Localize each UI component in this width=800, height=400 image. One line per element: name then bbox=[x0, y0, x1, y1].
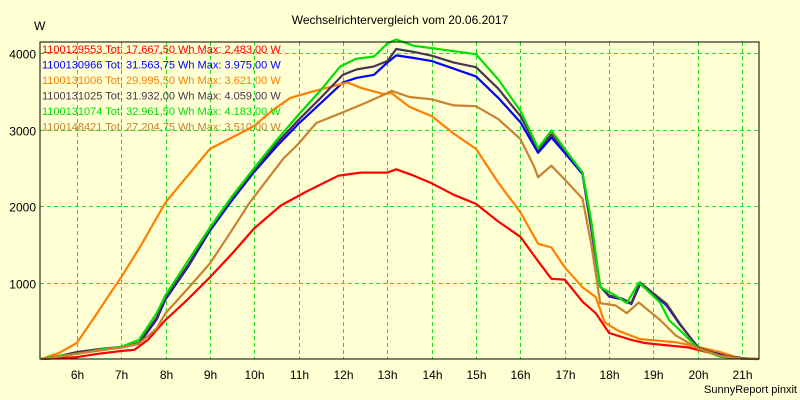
credit-label: SunnyReport pinxit bbox=[704, 384, 797, 396]
plot-frame bbox=[39, 41, 760, 360]
x-tick-label: 9h bbox=[204, 368, 217, 382]
x-axis-ticks: 6h 7h 8h 9h 10h 11h 12h 13h 14h 15h 16h 17h 18h 19h 20… bbox=[71, 368, 753, 382]
x-tick-label: 19h bbox=[643, 368, 663, 382]
y-tick-label: 1000 bbox=[9, 278, 36, 292]
x-tick-label: 13h bbox=[377, 368, 397, 382]
y-axis-ticks: 1000 2000 3000 4000 bbox=[9, 48, 36, 292]
x-tick-label: 11h bbox=[290, 368, 309, 382]
y-axis-unit-label: W bbox=[34, 19, 46, 33]
x-tick-label: 20h bbox=[688, 368, 708, 382]
series-line-1100131074 bbox=[41, 38, 756, 361]
series-line-1100148421 bbox=[41, 89, 760, 361]
series-line-1100131006 bbox=[40, 81, 743, 361]
series-lines bbox=[40, 38, 760, 361]
x-tick-label: 16h bbox=[510, 368, 530, 382]
series-line-1100129553 bbox=[41, 168, 756, 361]
y-tick-label: 4000 bbox=[9, 48, 36, 62]
legend-entry-1100130966: 1100130966 Tot: 31.563,75 Wh Max: 3.975,… bbox=[42, 60, 281, 72]
grid-lines bbox=[40, 42, 759, 359]
y-tick-label: 3000 bbox=[9, 125, 36, 139]
legend-entry-1100131006: 1100131006 Tot: 29.995,50 Wh Max: 3.621,… bbox=[42, 75, 281, 87]
legend-entry-1100131074: 1100131074 Tot: 32.961,50 Wh Max: 4.183,… bbox=[42, 106, 281, 118]
x-tick-label: 21h bbox=[732, 368, 752, 382]
x-tick-label: 17h bbox=[555, 368, 575, 382]
legend-entry-1100148421: 1100148421 Tot: 27.204,75 Wh Max: 3.510,… bbox=[42, 122, 281, 134]
x-tick-label: 18h bbox=[599, 368, 619, 382]
x-tick-label: 15h bbox=[466, 368, 486, 382]
y-tick-label: 2000 bbox=[9, 201, 36, 215]
chart-title: Wechselrichtervergleich vom 20.06.2017 bbox=[292, 13, 509, 27]
legend-entry-1100131025: 1100131025 Tot: 31.932,00 Wh Max: 4.059,… bbox=[42, 91, 281, 103]
x-tick-label: 8h bbox=[160, 368, 173, 382]
x-tick-label: 6h bbox=[71, 368, 84, 382]
x-tick-label: 14h bbox=[422, 368, 442, 382]
legend-entry-1100129553: 1100129553 Tot: 17.667,50 Wh Max: 2.483,… bbox=[42, 44, 281, 56]
x-tick-label: 10h bbox=[244, 368, 264, 382]
x-tick-label: 12h bbox=[333, 368, 353, 382]
x-tick-label: 7h bbox=[115, 368, 128, 382]
legend: 1100129553 Tot: 17.667,50 Wh Max: 2.483,… bbox=[42, 44, 281, 134]
